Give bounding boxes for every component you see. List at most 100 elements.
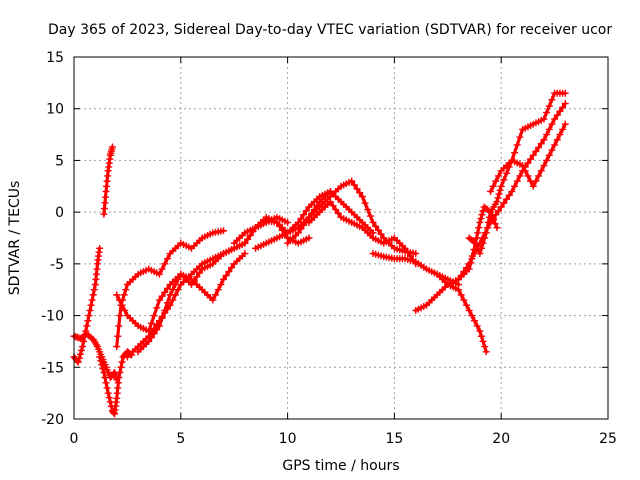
sample-marker — [492, 177, 500, 185]
sample-marker — [374, 226, 382, 234]
sample-marker — [404, 248, 412, 256]
sample-marker — [353, 185, 361, 193]
sample-marker — [302, 207, 310, 215]
sample-marker — [479, 239, 487, 247]
sample-marker — [101, 374, 109, 382]
sample-marker — [366, 212, 374, 220]
data-point-marker — [561, 100, 569, 108]
sample-marker — [481, 234, 489, 242]
sample-marker — [485, 213, 493, 221]
sample-marker — [511, 182, 519, 190]
data-point-marker — [155, 322, 163, 330]
sample-marker — [163, 299, 171, 307]
sample-marker — [496, 186, 504, 194]
data-point-marker — [358, 193, 366, 201]
series-arc-5 — [113, 227, 228, 351]
y-tick-label: -20 — [41, 412, 64, 428]
series-arc-1 — [70, 330, 121, 384]
data-point-marker — [284, 218, 292, 226]
sample-marker — [545, 125, 553, 133]
sample-marker — [548, 96, 556, 104]
sample-marker — [527, 155, 535, 163]
sample-marker — [228, 264, 236, 272]
sample-marker — [495, 207, 503, 215]
sample-marker — [334, 209, 342, 217]
sample-marker — [82, 327, 90, 335]
sample-marker — [106, 398, 114, 406]
sample-marker — [171, 281, 179, 289]
sample-marker — [537, 167, 545, 175]
sample-marker — [543, 131, 551, 139]
data-point-marker — [529, 151, 537, 159]
series-trace — [467, 91, 567, 256]
sample-marker — [460, 268, 468, 276]
sample-marker — [116, 368, 124, 376]
sample-marker — [372, 222, 380, 230]
data-point-marker — [401, 244, 409, 252]
series-arc-17 — [465, 89, 569, 258]
sample-marker — [473, 234, 481, 242]
sample-marker — [75, 354, 83, 362]
data-point-marker — [241, 239, 249, 247]
data-point-marker — [113, 343, 121, 351]
sample-marker — [503, 169, 511, 177]
data-point-marker — [454, 275, 462, 283]
sample-marker — [169, 286, 177, 294]
data-point-marker — [529, 182, 537, 190]
sample-marker — [489, 182, 497, 190]
sample-marker — [163, 284, 171, 292]
sample-marker — [115, 296, 123, 304]
sample-marker — [457, 291, 465, 299]
sample-marker — [105, 394, 113, 402]
sample-marker — [118, 358, 126, 366]
sample-marker — [524, 172, 532, 180]
y-axis-label: SDTVAR / TECUs — [7, 181, 23, 296]
data-point-marker — [493, 198, 501, 206]
series-arc-12 — [305, 198, 420, 268]
data-point-marker — [369, 218, 377, 226]
sample-marker — [491, 220, 499, 228]
sample-marker — [535, 144, 543, 151]
series-trace — [414, 282, 488, 354]
sample-marker — [350, 181, 358, 189]
sample-marker — [120, 291, 128, 299]
sample-marker — [118, 301, 126, 309]
data-point-marker — [294, 229, 302, 237]
sample-marker — [545, 151, 553, 159]
sample-marker — [193, 273, 201, 281]
sample-marker — [462, 264, 470, 272]
data-traces — [70, 89, 569, 418]
sample-marker — [477, 332, 485, 340]
sample-marker — [85, 312, 93, 320]
sample-marker — [543, 156, 551, 164]
sample-marker — [532, 177, 540, 185]
data-point-marker — [187, 281, 195, 289]
data-point-marker — [348, 177, 356, 185]
sample-marker — [535, 172, 543, 180]
axis-ticks — [73, 56, 609, 420]
sample-marker — [147, 334, 155, 342]
data-point-marker — [497, 182, 505, 190]
sample-marker — [494, 194, 502, 202]
sample-marker — [90, 286, 98, 294]
series-arc-10 — [252, 187, 377, 252]
sample-marker — [81, 332, 89, 340]
series-arc-16 — [444, 100, 569, 289]
series-arc-2 — [70, 244, 104, 366]
data-point-marker — [508, 187, 516, 195]
data-point-marker — [74, 358, 82, 366]
sample-marker — [102, 379, 110, 387]
sample-marker — [150, 330, 158, 338]
x-tick-label: 15 — [385, 431, 403, 447]
sample-marker — [76, 350, 84, 358]
sample-marker — [479, 337, 487, 345]
sample-marker — [468, 255, 476, 263]
y-tick-label: 5 — [55, 153, 64, 169]
sample-marker — [489, 215, 497, 223]
y-tick-label: -10 — [41, 309, 64, 325]
data-point-marker — [493, 224, 501, 232]
sample-marker — [553, 111, 561, 119]
sample-marker — [161, 288, 169, 296]
data-point-marker — [487, 187, 495, 195]
